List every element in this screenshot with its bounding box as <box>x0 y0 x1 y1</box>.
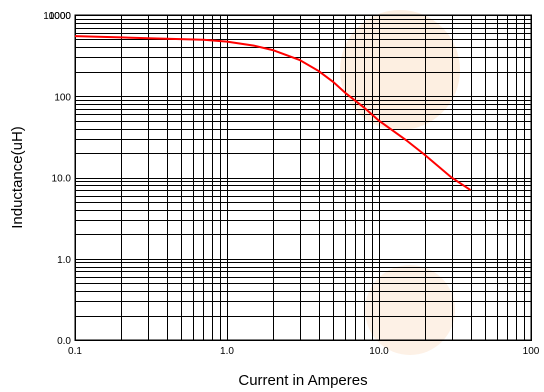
plot-frame <box>74 14 532 341</box>
x-tick-labels: 0.1 1.0 10.0 100 <box>68 346 540 357</box>
x-tick-label: 100 <box>523 346 540 357</box>
series-line-inductance <box>74 35 472 191</box>
y-tick-label: 100 <box>54 92 71 103</box>
y-axis-label: Inductance(uH) <box>9 126 26 229</box>
y-tick-label: 0.0 <box>57 336 71 347</box>
grid-lines <box>75 15 531 341</box>
y-tick-label: 1.0 <box>57 255 71 266</box>
y-tick-label: 1000 <box>49 11 72 22</box>
x-tick-label: 0.1 <box>68 346 82 357</box>
x-tick-label: 1.0 <box>220 346 234 357</box>
x-axis-label: Current in Amperes <box>238 372 367 389</box>
watermark-shapes <box>340 10 460 355</box>
y-tick-label: 10000 <box>43 11 71 22</box>
y-tick-label: 10.0 <box>52 174 72 185</box>
x-tick-label: 10.0 <box>369 346 389 357</box>
